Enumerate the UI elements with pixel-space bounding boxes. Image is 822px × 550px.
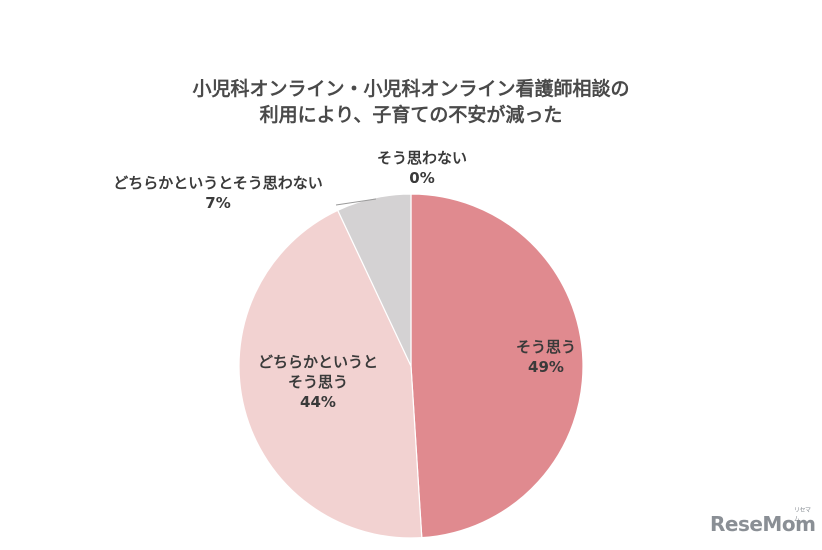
chart-title-line-2: 利用により、子育ての不安が減った bbox=[259, 104, 563, 126]
leader-line-3 bbox=[335, 198, 377, 206]
slice-3-category-label: どちらかというとそう思わない bbox=[113, 174, 323, 192]
slice-labels: そう思う49%どちらかというとそう思う44%どちらかというとそう思わない7%そう… bbox=[113, 149, 576, 411]
slice-2-value-label: 44% bbox=[300, 393, 336, 411]
slice-1-category-label: そう思う bbox=[516, 338, 576, 356]
slice-4-value-label: 0% bbox=[409, 169, 434, 187]
slice-3-value-label: 7% bbox=[205, 194, 230, 212]
chart-title: 小児科オンライン・小児科オンライン看護師相談の 利用により、子育ての不安が減った bbox=[0, 76, 822, 128]
slice-4-category-label: そう思わない bbox=[377, 149, 467, 167]
pie-slice-3 bbox=[336, 193, 412, 367]
resemom-logo: ReseMom リセマム bbox=[710, 507, 816, 536]
leader-lines bbox=[335, 198, 377, 206]
pie-slice-1 bbox=[410, 193, 584, 539]
slice-2-category-label: そう思う bbox=[288, 373, 348, 391]
slice-1-value-label: 49% bbox=[528, 358, 564, 376]
resemom-logo-text: ReseMom bbox=[710, 512, 816, 536]
resemom-logo-subtext: リセマム bbox=[794, 507, 811, 523]
pie-slices bbox=[238, 193, 584, 539]
slice-2-category-label: どちらかというと bbox=[258, 353, 378, 371]
chart-title-line-1: 小児科オンライン・小児科オンライン看護師相談の bbox=[192, 78, 630, 100]
